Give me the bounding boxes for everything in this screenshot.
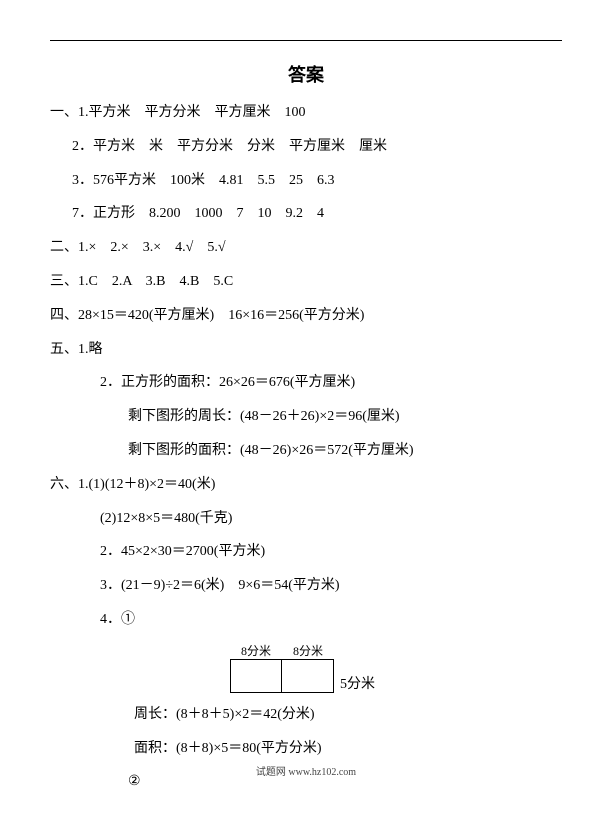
diagram-box-1 bbox=[230, 659, 282, 693]
answer-line-12: 六、1.(1)(12＋8)×2＝40(米) bbox=[50, 473, 562, 497]
answer-line-1: 一、1.平方米 平方分米 平方厘米 100 bbox=[50, 101, 562, 125]
page-footer: 试题网 www.hz102.com bbox=[0, 763, 612, 778]
answer-line-16: 4．① bbox=[50, 608, 562, 632]
answer-line-4: 7．正方形 8.200 1000 7 10 9.2 4 bbox=[50, 202, 562, 226]
answer-line-17: 周长：(8＋8＋5)×2＝42(分米) bbox=[50, 703, 562, 727]
diagram-label-top-right: 8分米 bbox=[282, 642, 334, 659]
answer-line-8: 五、1.略 bbox=[50, 338, 562, 362]
top-rule bbox=[50, 40, 562, 41]
answer-line-5: 二、1.× 2.× 3.× 4.√ 5.√ bbox=[50, 236, 562, 260]
answer-line-9: 2．正方形的面积：26×26＝676(平方厘米) bbox=[50, 371, 562, 395]
answer-line-13: (2)12×8×5＝480(千克) bbox=[50, 507, 562, 531]
rect-diagram: 8分米 8分米 5分米 bbox=[50, 642, 562, 693]
diagram-label-top-left: 8分米 bbox=[230, 642, 282, 659]
answer-line-2: 2．平方米 米 平方分米 分米 平方厘米 厘米 bbox=[50, 135, 562, 159]
answer-line-11: 剩下图形的面积：(48－26)×26＝572(平方厘米) bbox=[50, 439, 562, 463]
diagram-label-side: 5分米 bbox=[334, 659, 375, 693]
diagram-box-2 bbox=[282, 659, 334, 693]
page-title: 答案 bbox=[50, 61, 562, 87]
answer-line-7: 四、28×15＝420(平方厘米) 16×16＝256(平方分米) bbox=[50, 304, 562, 328]
answer-line-3: 3．576平方米 100米 4.81 5.5 25 6.3 bbox=[50, 169, 562, 193]
answer-line-18: 面积：(8＋8)×5＝80(平方分米) bbox=[50, 737, 562, 761]
answer-line-14: 2．45×2×30＝2700(平方米) bbox=[50, 540, 562, 564]
answer-line-15: 3．(21－9)÷2＝6(米) 9×6＝54(平方米) bbox=[50, 574, 562, 598]
diagram-boxes: 5分米 bbox=[230, 659, 562, 693]
diagram-top-labels: 8分米 8分米 bbox=[230, 642, 562, 659]
answer-line-6: 三、1.C 2.A 3.B 4.B 5.C bbox=[50, 270, 562, 294]
answer-line-10: 剩下图形的周长：(48－26＋26)×2＝96(厘米) bbox=[50, 405, 562, 429]
